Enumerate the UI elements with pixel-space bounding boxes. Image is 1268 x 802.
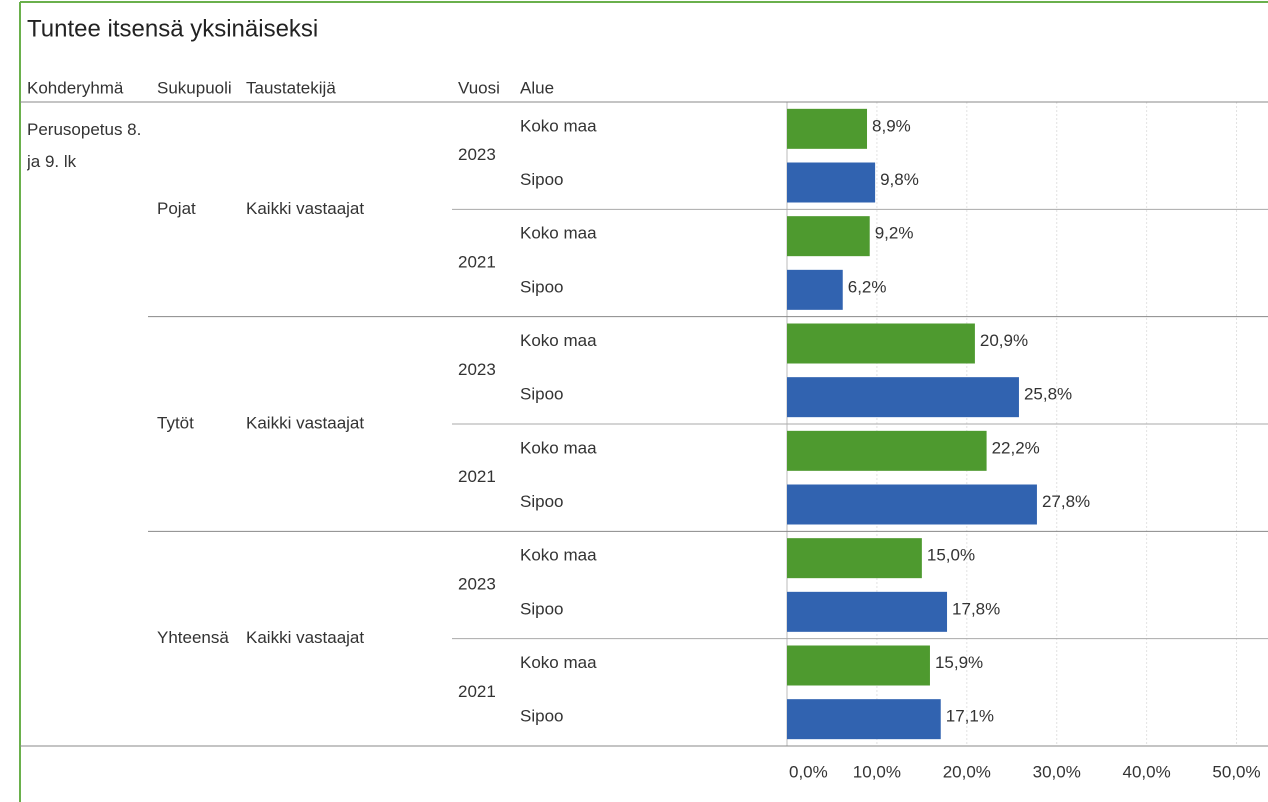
bar (787, 108, 868, 149)
category-label: Koko maa (520, 116, 597, 135)
category-label: Koko maa (520, 224, 597, 243)
value-label: 25,8% (1024, 385, 1072, 404)
x-tick-label: 0,0% (789, 762, 828, 781)
chart-title: Tuntee itsensä yksinäiseksi (27, 15, 318, 42)
value-label: 9,8% (880, 170, 919, 189)
category-label: Sipoo (520, 385, 563, 404)
vuosi: 2023 (458, 360, 496, 379)
value-label: 8,9% (872, 116, 911, 135)
bar (787, 162, 876, 203)
x-tick-label: 30,0% (1033, 762, 1081, 781)
vuosi: 2021 (458, 682, 496, 701)
bar (787, 645, 930, 686)
value-label: 9,2% (875, 224, 914, 243)
bar (787, 484, 1037, 525)
sukupuoli: Yhteensä (157, 628, 229, 647)
column-header: Kohderyhmä (27, 78, 124, 97)
bar (787, 591, 948, 632)
bar (787, 430, 987, 471)
category-label: Sipoo (520, 707, 563, 726)
column-header: Vuosi (458, 78, 500, 97)
vuosi: 2023 (458, 574, 496, 593)
category-label: Sipoo (520, 170, 563, 189)
column-header: Alue (520, 78, 554, 97)
category-label: Koko maa (520, 546, 597, 565)
column-header: Taustatekijä (246, 78, 336, 97)
value-label: 20,9% (980, 331, 1028, 350)
category-label: Koko maa (520, 331, 597, 350)
bar (787, 216, 870, 257)
bar (787, 323, 975, 364)
x-tick-label: 10,0% (853, 762, 901, 781)
category-label: Sipoo (520, 277, 563, 296)
column-header: Sukupuoli (157, 78, 232, 97)
value-label: 27,8% (1042, 492, 1090, 511)
x-tick-label: 40,0% (1123, 762, 1171, 781)
category-label: Koko maa (520, 438, 597, 457)
taustatekija: Kaikki vastaajat (246, 628, 364, 647)
sukupuoli: Pojat (157, 199, 196, 218)
x-tick-label: 50,0% (1212, 762, 1260, 781)
value-label: 22,2% (992, 438, 1040, 457)
category-label: Koko maa (520, 653, 597, 672)
bar (787, 269, 843, 310)
sukupuoli: Tytöt (157, 413, 194, 432)
bar (787, 538, 922, 579)
bar (787, 377, 1019, 418)
vuosi: 2021 (458, 252, 496, 271)
value-label: 6,2% (848, 277, 887, 296)
vuosi: 2021 (458, 467, 496, 486)
category-label: Sipoo (520, 492, 563, 511)
category-label: Sipoo (520, 599, 563, 618)
value-label: 15,0% (927, 546, 975, 565)
kohderyhma-cell: Perusopetus 8. ja 9. lk (27, 120, 142, 171)
x-tick-label: 20,0% (943, 762, 991, 781)
vuosi: 2023 (458, 145, 496, 164)
taustatekija: Kaikki vastaajat (246, 413, 364, 432)
kohderyhma: Perusopetus 8. ja 9. lk (27, 120, 142, 171)
value-label: 15,9% (935, 653, 983, 672)
bar (787, 699, 941, 740)
taustatekija: Kaikki vastaajat (246, 199, 364, 218)
value-label: 17,8% (952, 599, 1000, 618)
value-label: 17,1% (946, 707, 994, 726)
